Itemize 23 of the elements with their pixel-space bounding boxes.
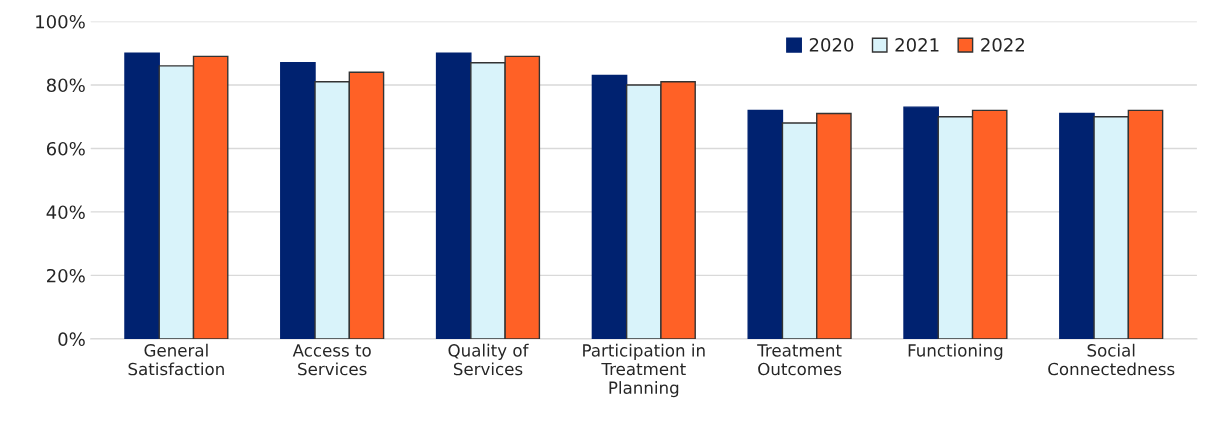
x-tick-label: Participation in Treatment Planning	[583, 343, 705, 398]
x-tick-label: Access to Services	[292, 344, 371, 376]
y-tick-label: 60%	[46, 141, 85, 156]
y-tick-label: 20%	[47, 268, 85, 283]
bar	[124, 52, 160, 339]
bar	[435, 52, 472, 339]
bar	[280, 62, 316, 339]
y-tick-label: 80%	[46, 78, 85, 93]
bar	[591, 74, 628, 339]
x-tick-label: Quality of Services	[448, 343, 529, 376]
legend-label: 2021	[895, 38, 939, 52]
x-tick-label: Treatment Outcomes	[757, 344, 842, 376]
y-tick-label: 0%	[58, 332, 85, 347]
bar	[1059, 112, 1095, 339]
legend-label: 2022	[981, 38, 1024, 52]
legend-label: 2020	[809, 38, 854, 52]
x-tick-label: Social Connectedness	[1048, 343, 1175, 376]
y-tick-label: 100%	[36, 14, 85, 29]
x-tick-label: Functioning	[908, 343, 1003, 360]
y-tick-label: 40%	[46, 205, 85, 220]
bar	[903, 106, 939, 339]
x-tick-label: General Satisfaction	[128, 343, 224, 376]
bar	[747, 109, 784, 339]
